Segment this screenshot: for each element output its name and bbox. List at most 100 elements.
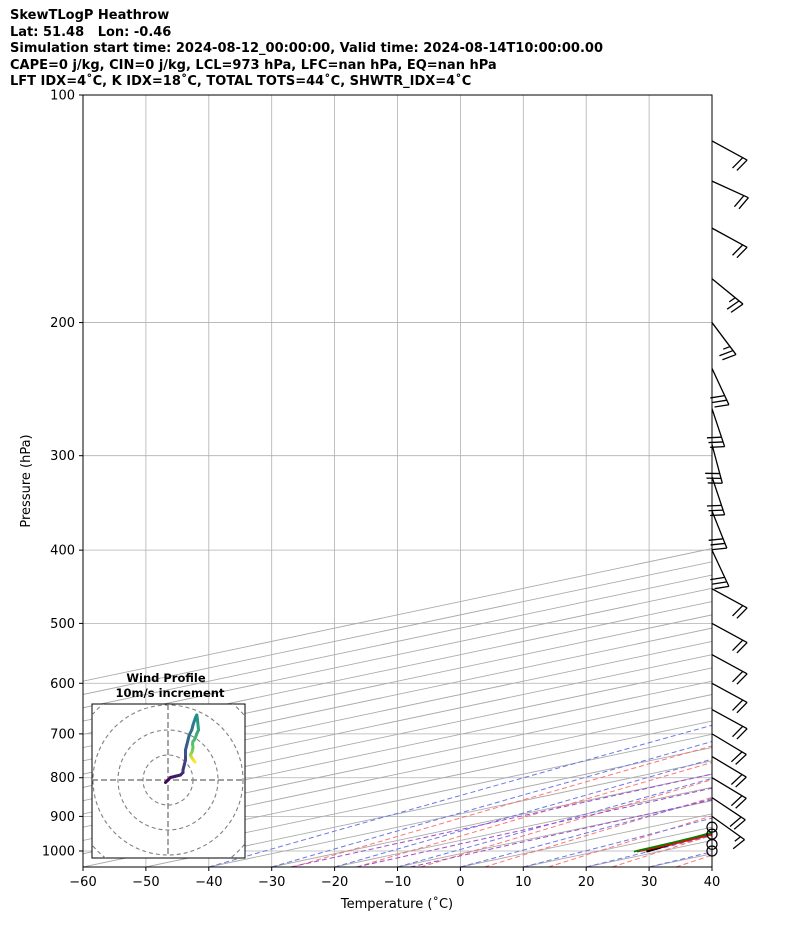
wind-barb-flag [736,642,748,654]
wind-barb-flag [708,538,724,541]
wind-barb-shaft [711,815,745,841]
wind-barb-flag [736,673,748,685]
wind-barb-flag [730,751,743,763]
wind-barb-half-flag [728,297,736,303]
y-tick-label: 500 [50,617,75,632]
mixing-ratio-lines [290,773,712,867]
wind-barb-flag [730,795,743,807]
isotherm-line [83,680,712,815]
y-axis-ticks: 100 200 300 400 500 600 700 800 900 1000 [42,89,83,859]
moist-adiabats [208,724,712,867]
wind-barb-flag [735,776,747,788]
moist-adiabat-line [397,777,712,867]
wind-barbs [705,140,749,857]
wind-barb-flag [732,639,744,651]
wind-barb-shaft [711,777,747,799]
title-line-indices: LFT IDX=4˚C, K IDX=18˚C, TOTAL TOTS=44˚C… [10,74,472,89]
wind-barb-flag [708,509,724,512]
wind-barb [711,654,748,685]
wind-barb [711,733,747,765]
wind-barb-shaft [711,227,748,248]
wind-barb-flag [710,395,725,399]
wind-barb-flag [719,349,734,357]
x-axis-label: Temperature (˚C) [340,896,453,912]
wind-barb-flag [710,576,725,581]
wind-barb-shaft [711,708,748,730]
wind-barb-shaft [711,510,728,549]
dry-adiabat-line [420,779,712,867]
hodograph-inset: Wind Profile 10m/s increment [91,671,246,859]
title-line-cape: CAPE=0 j/kg, CIN=0 j/kg, LCL=973 hPa, LF… [10,57,497,73]
wind-barb-flag [710,446,725,448]
wind-barb-shaft [711,444,723,484]
moist-adiabat-line [460,798,712,867]
wind-barb [711,322,737,361]
wind-barb-flag [736,701,748,714]
x-axis-ticks: −60 −50 −40 −30 −20 −10 0 10 20 30 40 [69,867,720,890]
y-tick-label: 100 [50,89,75,104]
hodograph-trace [164,713,200,784]
isotherm-line [460,813,712,867]
wind-barb [710,549,730,590]
isotherm-line [271,773,712,867]
wind-barb-shaft [711,278,744,305]
title-line-times: Simulation start time: 2024-08-12_00:00:… [10,41,603,56]
isotherm-line [208,760,712,867]
dry-adiabat-line [356,761,712,867]
x-tick-label: −10 [384,875,411,890]
wind-barb [711,815,745,850]
wind-barb [711,622,748,654]
moist-adiabat-line [711,866,712,867]
dry-adiabat-line [611,834,712,867]
wind-barb-flag [730,774,743,785]
hodograph-title: Wind Profile [126,671,206,685]
wind-barb-half-flag [722,345,731,350]
y-tick-label: 200 [50,316,75,331]
x-tick-label: 40 [704,875,721,890]
wind-barb-flag [730,303,744,313]
wind-barb [711,755,747,788]
isotherm-line [334,786,712,867]
wind-barb-flag [732,605,744,617]
wind-barb-flag [732,244,744,256]
wind-barb-shaft [711,368,730,405]
wind-barb [711,227,748,259]
y-tick-label: 900 [50,810,75,825]
wind-barb [711,278,744,313]
x-tick-label: 0 [456,875,464,890]
isotherm-line [83,694,712,828]
dry-adiabats [293,745,712,867]
wind-barb-flag [736,728,748,740]
x-tick-label: −50 [132,875,159,890]
hodograph-segment [192,759,197,764]
wind-barb-flag [706,436,722,439]
wind-barb-flag [708,441,724,444]
isotherm-line [397,800,712,867]
wind-barb-flag [706,504,722,507]
wind-barb-flag [733,819,746,830]
wind-barb-flag [738,197,749,210]
hodograph-subtitle: 10m/s increment [116,686,225,700]
y-tick-label: 1000 [42,844,75,859]
wind-barb [705,444,723,484]
moist-adiabat-line [334,758,712,867]
x-tick-label: −40 [195,875,222,890]
wind-barb [711,797,746,830]
wind-barb-shaft [711,588,748,609]
wind-barb [711,140,748,171]
isotherm-line [83,640,712,775]
y-tick-label: 800 [50,771,75,786]
wind-barb-flag [736,159,748,171]
wind-barb-flag [732,671,744,683]
wind-barb-flag [732,157,744,169]
wind-barb-shaft [711,322,737,355]
wind-barb [711,180,749,210]
x-tick-label: 20 [578,875,595,890]
wind-barb-shaft [711,180,749,199]
wind-barb-flag [714,404,730,408]
wind-barb-shaft [711,797,746,821]
wind-barb-shaft [711,622,748,644]
wind-barb-flag [732,839,745,850]
wind-barb-shaft [711,140,748,161]
